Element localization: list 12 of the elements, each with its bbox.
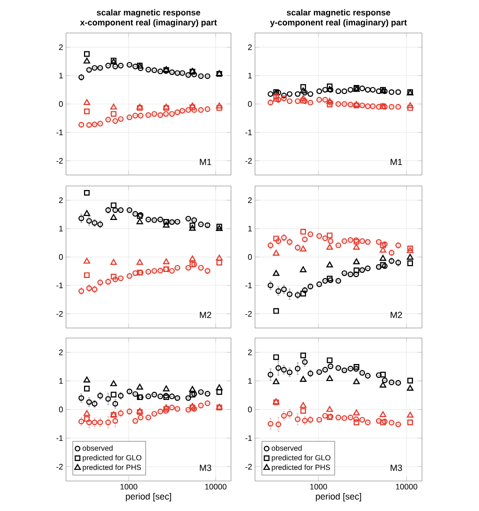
- annotation: M1: [390, 158, 402, 166]
- annotation: M3: [200, 464, 212, 471]
- chart-subtitle: y-component real (imaginary) part: [270, 19, 407, 28]
- annotation: M2: [200, 312, 212, 318]
- chart-title: scalar magnetic response: [96, 9, 200, 18]
- annotation: M2: [390, 312, 402, 318]
- x-axis-title: period [sec]: [126, 493, 172, 502]
- annotation: M1: [200, 158, 212, 166]
- annotation: M3: [390, 464, 402, 471]
- chart-title: scalar magnetic response: [286, 9, 390, 18]
- chart-subtitle: x-component real (imaginary) part: [80, 19, 217, 28]
- x-axis-title: period [sec]: [316, 493, 362, 502]
